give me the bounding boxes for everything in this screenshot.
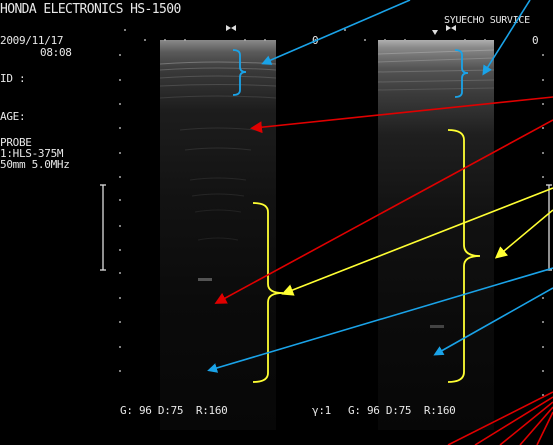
left-image-params: G: 96 D:75 R:160 <box>120 404 228 417</box>
probe-model: 1:HLS-375M <box>0 147 64 160</box>
service-label: SYUECHO SURVICE <box>444 15 530 26</box>
patient-id-label: ID : <box>0 72 26 85</box>
right-depth-label: 0 <box>532 34 539 47</box>
exam-date: 2009/11/17 <box>0 34 64 47</box>
device-title: HONDA ELECTRONICS HS-1500 <box>0 2 181 17</box>
yellow-arrow-2 <box>494 209 553 259</box>
exam-time: 08:08 <box>40 46 72 59</box>
red-arrow-3 <box>447 391 553 445</box>
red-arrow-7 <box>536 411 553 445</box>
probe-spec: 50mm 5.0MHz <box>0 158 70 171</box>
blue-arrow-4 <box>433 287 553 356</box>
scan-left-echo-lines <box>160 61 276 281</box>
red-arrow-1 <box>250 96 553 134</box>
blue-bracket-right <box>454 49 469 98</box>
red-arrow-5 <box>499 401 553 445</box>
yellow-arrow-1 <box>281 187 553 296</box>
range-marker-left <box>100 184 106 271</box>
gamma-value: γ:1 <box>312 404 331 417</box>
red-arrow-6 <box>519 406 553 445</box>
patient-age-label: AGE: <box>0 110 26 123</box>
left-depth-scale <box>119 54 121 372</box>
blue-arrow-2 <box>482 0 531 76</box>
probe-label: PROBE <box>0 136 32 149</box>
right-image-params: G: 96 D:75 R:160 <box>348 404 456 417</box>
blue-bracket-left <box>232 49 247 96</box>
scan-right-echo-lines <box>378 49 494 328</box>
right-depth-scale <box>542 54 544 396</box>
range-marker-right <box>546 184 552 271</box>
blue-arrow-3 <box>207 267 553 373</box>
red-arrow-2 <box>214 119 553 304</box>
top-dot-scale <box>124 29 486 41</box>
yellow-bracket-right <box>447 129 481 383</box>
red-arrow-4 <box>474 396 553 445</box>
blue-arrow-1 <box>261 0 411 65</box>
focus-marker-icon <box>226 25 456 35</box>
